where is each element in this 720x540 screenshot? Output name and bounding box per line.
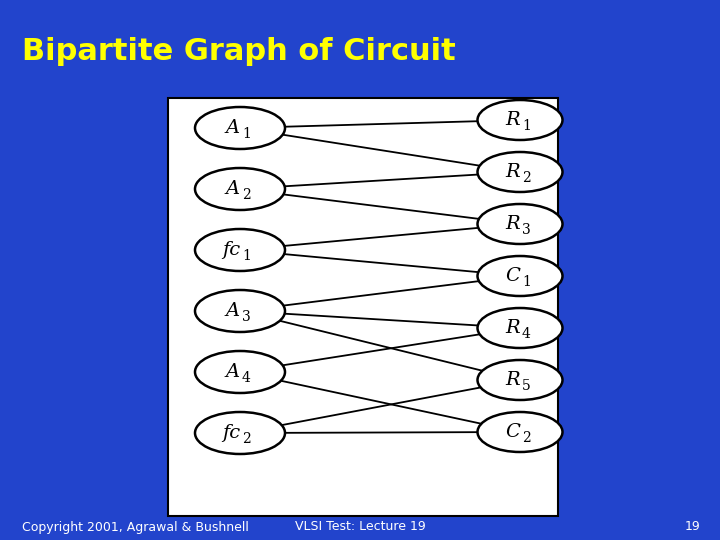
Text: A: A [226,119,240,137]
Text: C: C [505,267,520,285]
Ellipse shape [477,256,562,296]
Text: 4: 4 [522,327,531,341]
Text: 3: 3 [242,310,251,324]
Ellipse shape [195,290,285,332]
Text: Bipartite Graph of Circuit: Bipartite Graph of Circuit [22,37,456,66]
Ellipse shape [477,308,562,348]
Text: 2: 2 [522,171,531,185]
Text: 1: 1 [522,275,531,289]
Text: 1: 1 [242,249,251,263]
Ellipse shape [477,412,562,452]
Ellipse shape [477,360,562,400]
Text: C: C [505,423,520,441]
Text: A: A [226,363,240,381]
Text: R: R [505,215,520,233]
Text: R: R [505,163,520,181]
Text: 5: 5 [522,379,531,393]
Text: 3: 3 [522,223,531,237]
Bar [168,98,558,516]
Text: R: R [505,319,520,337]
Text: R: R [505,111,520,129]
Text: 19: 19 [684,521,700,534]
Text: VLSI Test: Lecture 19: VLSI Test: Lecture 19 [294,521,426,534]
Ellipse shape [195,351,285,393]
Ellipse shape [477,204,562,244]
Text: A: A [226,302,240,320]
Ellipse shape [195,168,285,210]
Text: 4: 4 [242,371,251,385]
Text: 2: 2 [242,188,251,202]
Text: R: R [505,371,520,389]
Ellipse shape [477,152,562,192]
Ellipse shape [477,100,562,140]
Text: fc: fc [222,241,240,259]
Text: Copyright 2001, Agrawal & Bushnell: Copyright 2001, Agrawal & Bushnell [22,521,249,534]
Text: 2: 2 [522,431,531,445]
Text: A: A [226,180,240,198]
Ellipse shape [195,107,285,149]
Text: 1: 1 [522,119,531,133]
Ellipse shape [195,412,285,454]
Text: 1: 1 [242,127,251,141]
Text: 2: 2 [242,432,251,446]
Text: fc: fc [222,424,240,442]
Ellipse shape [195,229,285,271]
